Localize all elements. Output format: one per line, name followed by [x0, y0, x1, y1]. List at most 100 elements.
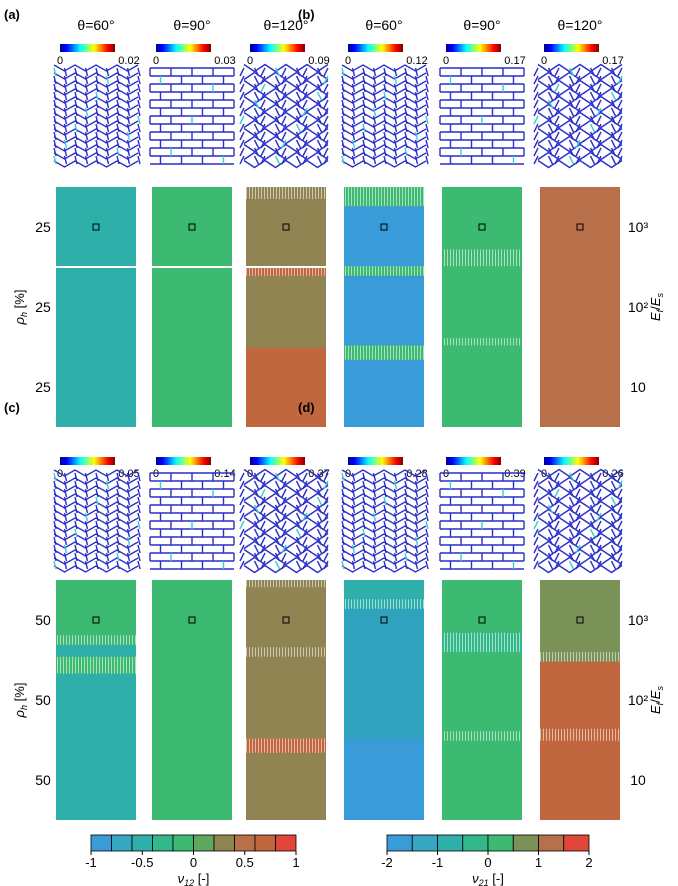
marker-square — [188, 616, 196, 624]
panel-label: (d) — [298, 400, 315, 415]
theta-header: θ=60° — [365, 17, 402, 33]
colorbar-max-label: 0.05 — [118, 468, 139, 480]
lattice-structure — [149, 472, 235, 570]
legend-tick-label: 0.5 — [236, 855, 254, 870]
panel-label: (a) — [4, 7, 20, 22]
legend-title: ν12 [-] — [178, 871, 210, 886]
legend-swatch — [213, 834, 235, 852]
mini-colorbar — [544, 457, 599, 465]
mini-colorbar — [348, 44, 403, 52]
mini-colorbar — [250, 457, 305, 465]
mini-colorbar — [156, 44, 211, 52]
colorbar-max-label: 0.14 — [214, 468, 235, 480]
transition-hatch — [344, 187, 424, 207]
row-label: 25 — [35, 219, 51, 235]
transition-hatch — [540, 652, 620, 662]
transition-hatch — [246, 580, 326, 588]
colorbar-min-label: 0 — [443, 55, 449, 67]
theta-header: θ=90° — [463, 17, 500, 33]
legend-tick-label: 1 — [535, 855, 542, 870]
lattice-structure — [439, 472, 525, 570]
ratio-map-region — [344, 580, 424, 600]
legend-swatch — [254, 834, 276, 852]
lattice-structure — [53, 469, 141, 573]
colorbar-min-label: 0 — [345, 55, 351, 67]
marker-square — [282, 616, 290, 624]
legend-tick-label: 1 — [292, 855, 299, 870]
lattice-structure — [239, 468, 329, 574]
colorbar-max-label: 0.37 — [308, 468, 329, 480]
row-label: 10 — [630, 379, 646, 395]
transition-hatch — [246, 647, 326, 657]
marker-square — [380, 223, 388, 231]
legend-swatch — [275, 834, 297, 852]
ratio-map-region — [344, 738, 424, 820]
transition-hatch — [442, 249, 522, 267]
row-label: 50 — [35, 612, 51, 628]
legend-swatch — [538, 834, 565, 852]
mini-colorbar — [446, 457, 501, 465]
mini-colorbar — [446, 44, 501, 52]
marker-square — [92, 616, 100, 624]
legend-swatch — [487, 834, 514, 852]
marker-square — [380, 616, 388, 624]
legend-tick-label: 0 — [484, 855, 491, 870]
ratio-map-column — [152, 580, 232, 820]
ratio-map-column — [56, 187, 136, 427]
colorbar-min-label: 0 — [247, 55, 253, 67]
colorbar-max-label: 0.12 — [406, 55, 427, 67]
row-label: 10² — [628, 299, 649, 315]
marker-square — [478, 616, 486, 624]
lattice-structure — [341, 64, 429, 168]
transition-hatch — [246, 187, 326, 199]
ratio-map-column — [442, 187, 522, 427]
rho-axis-title: ρh [%] — [12, 290, 29, 326]
row-label: 50 — [35, 772, 51, 788]
mini-colorbar — [60, 44, 115, 52]
legend-swatch — [234, 834, 256, 852]
row-label: 10 — [630, 772, 646, 788]
mini-colorbar — [544, 44, 599, 52]
transition-hatch — [442, 338, 522, 346]
legend-title: ν21 [-] — [472, 871, 504, 886]
ratio-axis-title: Ef/Es — [648, 293, 665, 321]
transition-hatch — [344, 266, 424, 276]
theta-header: θ=120° — [558, 17, 603, 33]
legend-swatch — [411, 834, 438, 852]
transition-hatch — [56, 635, 136, 645]
ratio-map-region — [56, 580, 136, 636]
transition-hatch — [540, 728, 620, 741]
lattice-structure — [149, 67, 235, 165]
marker-square — [282, 223, 290, 231]
ratio-map-region — [540, 580, 620, 660]
lattice-structure — [341, 469, 429, 573]
legend-swatch — [193, 834, 215, 852]
ratio-map-region — [246, 347, 326, 427]
ratio-map-column — [540, 187, 620, 427]
legend-swatch — [512, 834, 539, 852]
mini-colorbar — [156, 457, 211, 465]
colorbar-min-label: 0 — [153, 468, 159, 480]
ratio-map-column — [344, 187, 424, 427]
row-label: 10² — [628, 692, 649, 708]
legend-swatch — [90, 834, 112, 852]
marker-square — [188, 223, 196, 231]
marker-square — [478, 223, 486, 231]
transition-hatch — [344, 599, 424, 609]
mini-colorbar — [60, 457, 115, 465]
lattice-structure — [53, 64, 141, 168]
lattice-structure — [439, 67, 525, 165]
colorbar-min-label: 0 — [443, 468, 449, 480]
colorbar-max-label: 0.03 — [214, 55, 235, 67]
colorbar-max-label: 0.09 — [308, 55, 329, 67]
theta-header: θ=60° — [77, 17, 114, 33]
legend-swatch — [462, 834, 489, 852]
transition-hatch — [442, 632, 522, 652]
ratio-map-column — [152, 187, 232, 427]
panel-label: (b) — [298, 7, 315, 22]
transition-hatch — [344, 345, 424, 360]
row-label: 25 — [35, 379, 51, 395]
ratio-map-column — [246, 580, 326, 820]
colorbar-min-label: 0 — [541, 55, 547, 67]
legend-tick-label: -1 — [432, 855, 444, 870]
